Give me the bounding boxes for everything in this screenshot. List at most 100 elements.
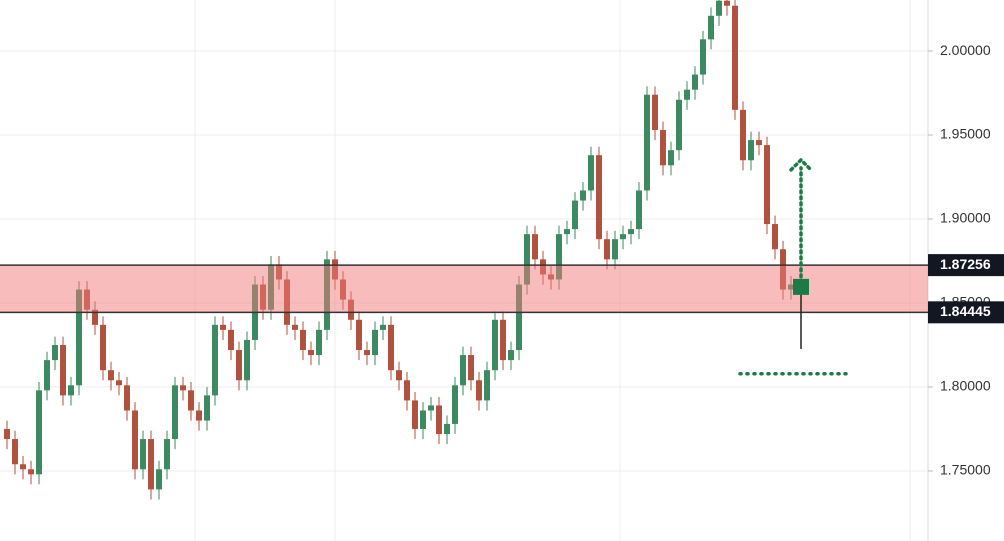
candle-body xyxy=(220,324,226,330)
candle-body xyxy=(756,140,762,146)
candle-body xyxy=(4,428,10,440)
zone xyxy=(0,264,928,314)
zone-fill xyxy=(0,265,928,313)
candle-body xyxy=(492,319,498,371)
candle-body xyxy=(596,155,602,240)
y-tick-label: 2.00000 xyxy=(940,42,991,58)
candle-body xyxy=(588,155,594,191)
price-label: 1.87256 xyxy=(940,256,991,272)
candle-body xyxy=(140,439,146,470)
candle-body xyxy=(724,0,730,6)
candle-body xyxy=(388,324,394,371)
candle-body xyxy=(684,89,690,100)
candle-body xyxy=(164,439,170,470)
candle-body xyxy=(124,385,130,411)
candles xyxy=(4,0,794,500)
candle-body xyxy=(156,469,162,490)
candle-body xyxy=(564,229,570,235)
candle-body xyxy=(708,15,714,40)
candle-body xyxy=(396,370,402,381)
candle-body xyxy=(132,410,138,470)
candle-body xyxy=(28,469,34,475)
candle-body xyxy=(212,324,218,396)
candle-body xyxy=(308,350,314,356)
candle-body xyxy=(692,74,698,90)
candle-body xyxy=(316,329,322,356)
candle-body xyxy=(236,350,242,381)
y-tick-label: 1.80000 xyxy=(940,378,991,394)
candle-body xyxy=(612,239,618,260)
candle-body xyxy=(532,234,538,260)
candle-body xyxy=(620,234,626,240)
candle-body xyxy=(732,5,738,110)
candle-body xyxy=(68,385,74,396)
y-tick-label: 1.90000 xyxy=(940,210,991,226)
candle-body xyxy=(556,234,562,280)
candle-body xyxy=(180,385,186,391)
candle-body xyxy=(380,324,386,330)
candle-body xyxy=(52,344,58,361)
candle-body xyxy=(500,319,506,361)
candle-body xyxy=(644,94,650,191)
candle-body xyxy=(716,0,722,16)
candle-body xyxy=(460,355,466,386)
candle-body xyxy=(572,200,578,230)
candle-body xyxy=(580,190,586,201)
candle-body xyxy=(468,355,474,381)
candle-body xyxy=(404,380,410,401)
candle-body xyxy=(428,405,434,411)
candle-body xyxy=(764,145,770,225)
candle-body xyxy=(652,94,658,131)
arrow-head xyxy=(789,157,813,172)
price-axis: 1.750001.800001.850001.900001.950002.000… xyxy=(928,42,1004,478)
candle-body xyxy=(100,324,106,371)
price-label-box xyxy=(928,254,1004,277)
annotations xyxy=(738,157,854,376)
candle-body xyxy=(372,329,378,356)
candle-body xyxy=(300,329,306,351)
price-label-box xyxy=(928,301,1004,324)
candle-body xyxy=(484,370,490,401)
candle-body xyxy=(740,109,746,161)
y-tick-label: 1.75000 xyxy=(940,462,991,478)
candle-body xyxy=(76,289,82,386)
price-label: 1.84445 xyxy=(940,303,991,319)
candle-body xyxy=(356,319,362,351)
candle-body xyxy=(148,439,154,490)
candle-body xyxy=(628,229,634,235)
candle-body xyxy=(60,344,66,396)
candle-body xyxy=(12,439,18,465)
candle-body xyxy=(44,360,50,391)
candle-body xyxy=(92,309,98,325)
candle-body xyxy=(188,390,194,411)
candle-body xyxy=(508,350,514,361)
candle-body xyxy=(20,464,26,470)
candle-body xyxy=(172,385,178,440)
candle-body xyxy=(196,410,202,421)
candle-body xyxy=(660,130,666,166)
candle-body xyxy=(748,140,754,161)
candle-body xyxy=(244,339,250,381)
candle-body xyxy=(228,329,234,351)
candle-body xyxy=(36,390,42,475)
candle-body xyxy=(108,370,114,381)
candle-body xyxy=(412,400,418,429)
candle-body xyxy=(636,190,642,230)
candle-body xyxy=(604,239,610,260)
candle-body xyxy=(676,99,682,151)
candle-body xyxy=(436,405,442,435)
candle-body xyxy=(516,284,522,351)
candle-body xyxy=(524,234,530,285)
candle-body xyxy=(772,224,778,250)
candle-body xyxy=(452,385,458,424)
candle-body xyxy=(116,380,122,386)
candle-body xyxy=(668,150,674,166)
candle-body xyxy=(444,423,450,435)
y-tick-label: 1.95000 xyxy=(940,126,991,142)
entry-marker xyxy=(793,278,809,295)
candle-body xyxy=(204,395,210,421)
candle-body xyxy=(420,410,426,429)
candle-body xyxy=(700,39,706,75)
candle-body xyxy=(476,380,482,401)
